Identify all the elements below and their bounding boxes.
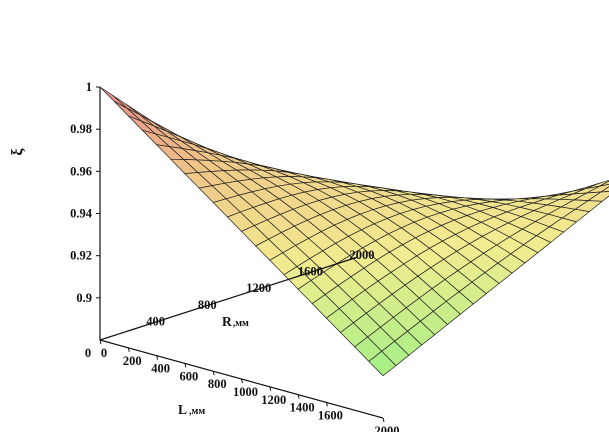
x-tick-mark: [269, 386, 272, 391]
surface-cell: [99, 86, 128, 109]
x-axis-label: L ,мм: [178, 402, 205, 417]
z-tick-label: 0.94: [70, 207, 93, 221]
z-tick-label: 0.96: [70, 164, 92, 178]
surface-cell: [368, 350, 397, 377]
y-axis-label: R,мм: [222, 314, 249, 329]
x-tick-label: 200: [123, 354, 142, 368]
x-tick-label: 800: [208, 377, 227, 391]
y-axis-label-unit: ,мм: [233, 318, 249, 329]
y-tick-label: 2000: [350, 248, 375, 262]
x-tick-mark: [382, 417, 385, 423]
surface-mesh: [99, 86, 609, 377]
x-tick-mark: [325, 402, 328, 407]
z-tick-label: 0.9: [76, 291, 92, 305]
surface-cell: [599, 180, 609, 187]
y-axis-line: [99, 256, 359, 341]
x-tick-label: 600: [180, 369, 199, 383]
x-tick-label: 1400: [290, 401, 315, 415]
y-axis-label-name: R: [222, 314, 232, 329]
z-tick-label: 1: [86, 80, 92, 94]
y-tick-label: 400: [146, 314, 165, 328]
x-tick-mark: [241, 378, 243, 384]
x-tick-label: 400: [151, 362, 170, 376]
y-tick-label: 1200: [246, 281, 271, 295]
x-tick-mark: [297, 394, 300, 399]
x-tick-label: 1600: [318, 408, 343, 422]
surface-cell: [599, 186, 609, 193]
z-axis-label: ξ: [9, 148, 26, 156]
x-tick-label: 2000: [375, 424, 400, 432]
y-tick-label: 1600: [298, 265, 323, 279]
x-tick-mark: [99, 339, 102, 345]
x-tick-mark: [184, 363, 187, 368]
x-axis-label-unit: ,мм: [189, 406, 205, 417]
x-tick-mark: [212, 371, 215, 376]
x-tick-mark: [156, 355, 159, 360]
chart-axes: [96, 86, 385, 423]
x-tick-label: 1200: [261, 393, 286, 407]
x-axis-label-name: L: [178, 402, 187, 417]
y-tick-label: 800: [198, 298, 217, 312]
z-tick-label: 0.98: [70, 122, 92, 136]
x-tick-mark: [127, 347, 130, 352]
y-tick-label: 0: [85, 346, 91, 360]
tick-labels: 0.90.920.940.960.98102004006008001000120…: [70, 80, 399, 432]
z-tick-label: 0.92: [70, 249, 92, 263]
x-tick-label: 0: [101, 346, 107, 360]
x-tick-label: 1000: [233, 385, 258, 399]
